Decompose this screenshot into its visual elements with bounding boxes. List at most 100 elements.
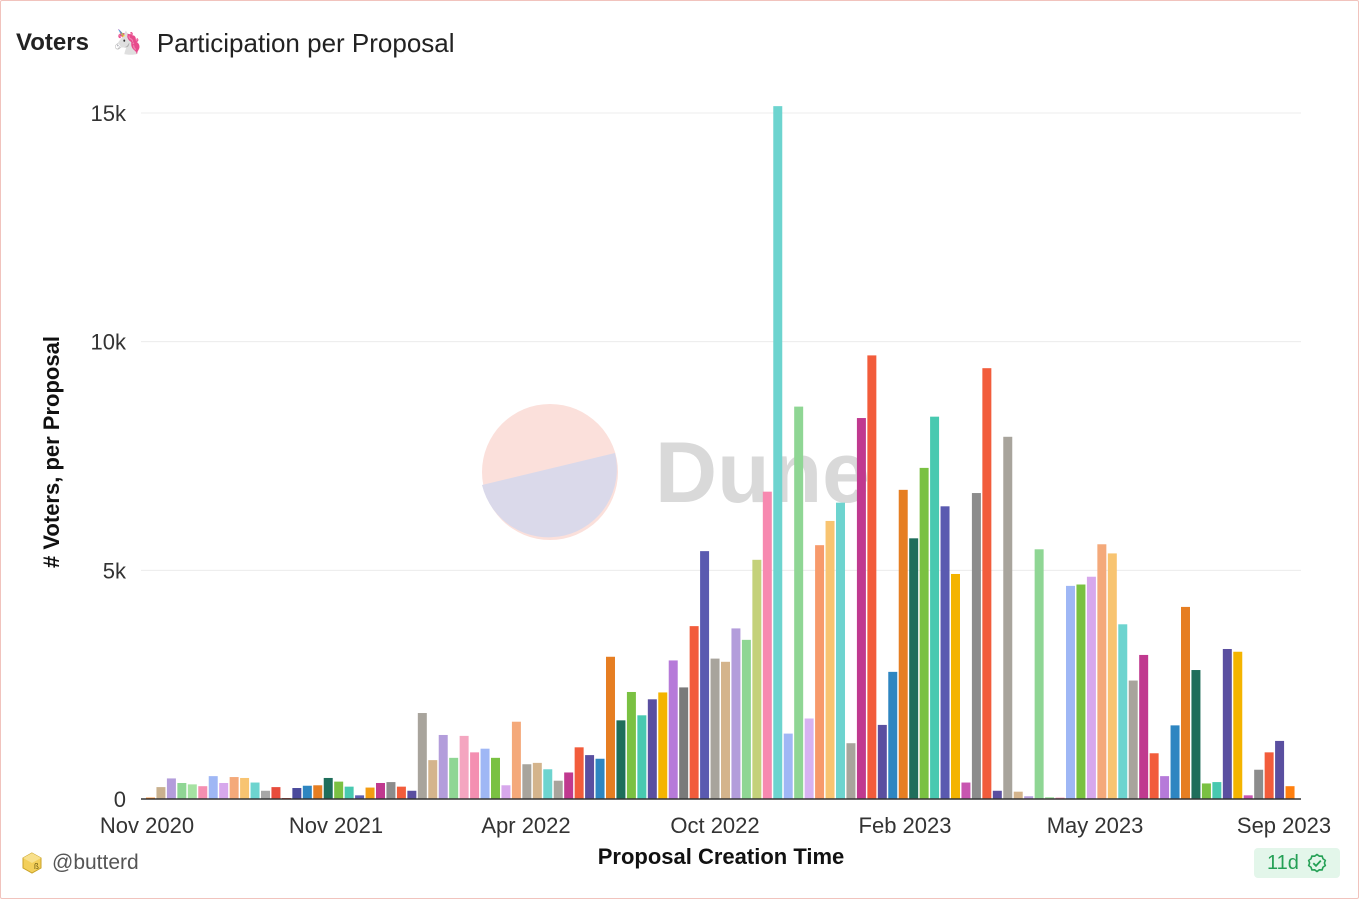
- bar[interactable]: [951, 573, 960, 799]
- bar[interactable]: [1034, 549, 1044, 799]
- bar[interactable]: [355, 795, 365, 799]
- bar[interactable]: [334, 781, 344, 799]
- bar[interactable]: [919, 467, 929, 799]
- bar[interactable]: [815, 545, 825, 799]
- bar[interactable]: [992, 790, 1002, 799]
- bar[interactable]: [532, 762, 542, 799]
- bar[interactable]: [470, 752, 480, 799]
- author-name[interactable]: @butterd: [52, 851, 139, 874]
- bar[interactable]: [1170, 725, 1180, 799]
- bar[interactable]: [1201, 783, 1211, 799]
- bar[interactable]: [501, 785, 511, 799]
- bar[interactable]: [783, 733, 793, 799]
- bar[interactable]: [741, 639, 751, 799]
- bar[interactable]: [762, 491, 772, 799]
- bar[interactable]: [679, 687, 689, 799]
- bar[interactable]: [867, 355, 877, 799]
- bar[interactable]: [773, 106, 783, 799]
- bar[interactable]: [689, 626, 699, 799]
- bar[interactable]: [229, 777, 239, 799]
- bar[interactable]: [1243, 795, 1253, 799]
- bar[interactable]: [1045, 797, 1055, 799]
- bar[interactable]: [1222, 648, 1232, 799]
- bar[interactable]: [459, 735, 469, 799]
- bar[interactable]: [156, 787, 166, 799]
- bar[interactable]: [323, 777, 333, 799]
- bar[interactable]: [564, 772, 574, 799]
- bar[interactable]: [1275, 740, 1285, 799]
- bar[interactable]: [177, 782, 187, 799]
- bar[interactable]: [480, 748, 490, 799]
- bar[interactable]: [1128, 680, 1138, 799]
- bar[interactable]: [553, 780, 563, 799]
- bar[interactable]: [1149, 753, 1159, 799]
- bar[interactable]: [1285, 786, 1295, 799]
- bar[interactable]: [187, 784, 197, 799]
- bar[interactable]: [522, 764, 532, 799]
- bar[interactable]: [365, 787, 375, 799]
- bar[interactable]: [438, 734, 448, 799]
- bar[interactable]: [166, 778, 176, 799]
- bar[interactable]: [888, 671, 898, 799]
- bar[interactable]: [846, 743, 856, 799]
- bar[interactable]: [1160, 776, 1170, 799]
- bar[interactable]: [1076, 584, 1086, 799]
- bar[interactable]: [1097, 544, 1107, 799]
- bar[interactable]: [1181, 606, 1190, 799]
- bar[interactable]: [386, 782, 396, 799]
- bar[interactable]: [407, 790, 417, 799]
- bar[interactable]: [1212, 782, 1222, 799]
- query-name[interactable]: Voters: [16, 29, 89, 56]
- bar[interactable]: [752, 559, 762, 799]
- bar[interactable]: [898, 489, 908, 799]
- bar[interactable]: [1254, 769, 1264, 799]
- bar[interactable]: [856, 418, 866, 799]
- bar[interactable]: [1233, 651, 1243, 799]
- bar[interactable]: [606, 656, 615, 799]
- bar[interactable]: [930, 416, 940, 799]
- bar[interactable]: [710, 658, 720, 799]
- bar[interactable]: [511, 721, 521, 799]
- bar[interactable]: [971, 493, 981, 799]
- bar[interactable]: [1003, 436, 1013, 799]
- bar[interactable]: [1086, 576, 1096, 799]
- bar[interactable]: [961, 782, 971, 799]
- bar[interactable]: [417, 713, 427, 799]
- bar[interactable]: [616, 720, 626, 799]
- bar[interactable]: [292, 788, 302, 799]
- bar[interactable]: [449, 757, 459, 799]
- author-attribution[interactable]: ß @butterd: [22, 849, 139, 877]
- bar[interactable]: [794, 406, 804, 799]
- bar[interactable]: [491, 757, 500, 799]
- bar[interactable]: [240, 777, 250, 799]
- bar[interactable]: [909, 538, 919, 799]
- bar[interactable]: [428, 760, 438, 799]
- bar[interactable]: [219, 782, 229, 799]
- bar[interactable]: [585, 755, 595, 799]
- bar[interactable]: [940, 506, 950, 799]
- bar[interactable]: [198, 786, 208, 799]
- bar[interactable]: [208, 776, 218, 799]
- bar[interactable]: [1118, 624, 1128, 799]
- bar[interactable]: [1066, 585, 1075, 799]
- bar[interactable]: [376, 782, 385, 799]
- bar[interactable]: [1107, 553, 1117, 799]
- bar[interactable]: [637, 715, 647, 799]
- bar[interactable]: [721, 661, 730, 799]
- bar[interactable]: [877, 724, 887, 799]
- bar[interactable]: [982, 368, 992, 799]
- bar[interactable]: [543, 769, 553, 799]
- bar[interactable]: [595, 758, 605, 799]
- bar[interactable]: [396, 786, 406, 799]
- bar[interactable]: [1013, 791, 1023, 799]
- bar[interactable]: [302, 785, 312, 799]
- bar[interactable]: [250, 782, 260, 799]
- bar[interactable]: [1264, 752, 1274, 799]
- bar[interactable]: [647, 699, 657, 799]
- bar[interactable]: [1139, 654, 1149, 799]
- bar[interactable]: [804, 718, 814, 799]
- bar[interactable]: [313, 785, 323, 799]
- bar[interactable]: [271, 787, 281, 799]
- bar[interactable]: [658, 692, 668, 799]
- bar[interactable]: [344, 786, 354, 799]
